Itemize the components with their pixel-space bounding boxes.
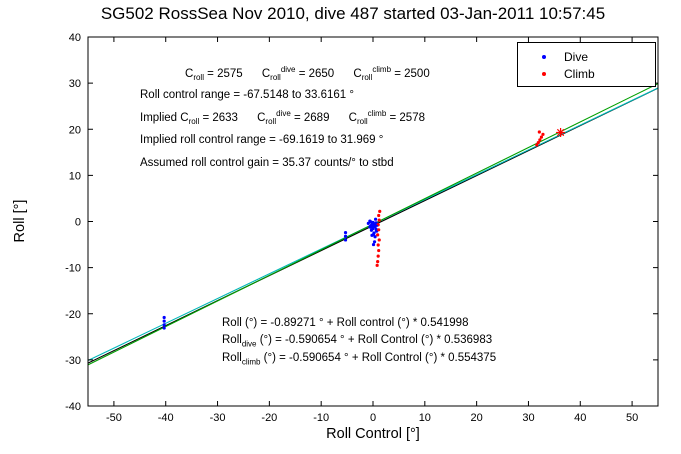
data-point-climb <box>537 130 541 134</box>
annotation-climb-fit-equation: Rollclimb (°) = -0.590654 ° + Roll Contr… <box>222 352 497 367</box>
star-marker-climb-center <box>556 128 565 137</box>
chart-title: SG502 RossSea Nov 2010, dive 487 started… <box>100 4 606 23</box>
data-point-dive <box>343 234 348 238</box>
y-axis-label: Roll [°] <box>12 199 28 243</box>
x-tick-label: 0 <box>370 412 376 424</box>
data-point-climb <box>377 218 381 222</box>
data-point-climb <box>377 228 381 232</box>
legend-label-dive: Dive <box>564 49 589 64</box>
y-tick-label: 40 <box>69 32 81 44</box>
data-point-dive <box>162 319 166 323</box>
y-tick-label: -20 <box>65 309 81 321</box>
x-tick-label: -50 <box>106 412 122 424</box>
data-point-climb <box>377 248 381 253</box>
data-point-dive <box>371 242 376 247</box>
legend-label-climb: Climb <box>564 66 595 81</box>
data-point-climb <box>377 238 381 242</box>
data-point-dive <box>343 230 348 235</box>
annotation-implied-range: Implied roll control range = -69.1619 to… <box>140 134 384 146</box>
data-point-climb <box>376 254 380 258</box>
x-tick-label: 50 <box>626 412 638 424</box>
data-point-dive <box>162 326 166 330</box>
legend-item-climb: Climb <box>518 65 655 82</box>
data-point-climb <box>536 141 540 145</box>
data-point-dive <box>373 217 378 221</box>
data-point-climb <box>377 213 381 218</box>
y-tick-label: 0 <box>75 217 81 229</box>
data-point-climb <box>376 260 380 264</box>
x-axis-label: Roll Control [°] <box>326 426 420 442</box>
x-tick-label: 10 <box>419 412 431 424</box>
data-point-climb <box>539 135 544 139</box>
annotation-implied-croll: Implied Croll = 2633 Crolldive = 2689 Cr… <box>140 109 425 127</box>
y-tick-label: 30 <box>69 78 81 90</box>
y-tick-label: -10 <box>65 263 81 275</box>
annotation-roll-control-range: Roll control range = -67.5148 to 33.6161… <box>140 89 354 101</box>
data-point-dive <box>372 240 377 244</box>
data-point-dive <box>343 238 348 242</box>
star-marker-dive-center <box>369 222 378 230</box>
annotation-roll-fit-equation: Roll (°) = -0.89271 ° + Roll control (°)… <box>222 317 469 329</box>
x-tick-label: 20 <box>471 412 483 424</box>
data-point-dive <box>162 315 166 320</box>
data-point-dive <box>369 228 374 232</box>
data-point-climb <box>541 132 545 136</box>
data-point-dive <box>373 235 377 239</box>
x-tick-label: -20 <box>261 412 277 424</box>
y-tick-label: -40 <box>65 401 81 413</box>
data-point-dive <box>371 232 376 237</box>
dive-marker-icon <box>542 54 546 59</box>
y-tick-label: -30 <box>65 355 81 367</box>
data-point-climb <box>376 233 380 237</box>
y-tick-label: 20 <box>69 124 81 136</box>
data-point-climb <box>375 263 379 267</box>
legend: Dive Climb <box>517 42 656 87</box>
data-point-dive <box>162 323 166 327</box>
x-tick-label: -30 <box>210 412 226 424</box>
data-point-climb <box>535 143 539 147</box>
annotation-croll: Croll = 2575 Crolldive = 2650 Crollclimb… <box>185 65 430 83</box>
legend-item-dive: Dive <box>518 48 655 65</box>
data-point-climb <box>376 243 380 247</box>
x-tick-label: -40 <box>158 412 174 424</box>
x-tick-label: -10 <box>313 412 329 424</box>
annotation-assumed-gain: Assumed roll control gain = 35.37 counts… <box>140 157 394 169</box>
data-point-climb <box>538 138 542 142</box>
annotation-dive-fit-equation: Rolldive (°) = -0.590654 ° + Roll Contro… <box>222 334 493 349</box>
x-tick-label: 40 <box>574 412 586 424</box>
x-tick-label: 30 <box>522 412 534 424</box>
data-point-dive <box>366 221 370 225</box>
data-point-climb <box>378 209 382 213</box>
climb-marker-icon <box>542 71 546 76</box>
y-tick-label: 10 <box>69 170 81 182</box>
